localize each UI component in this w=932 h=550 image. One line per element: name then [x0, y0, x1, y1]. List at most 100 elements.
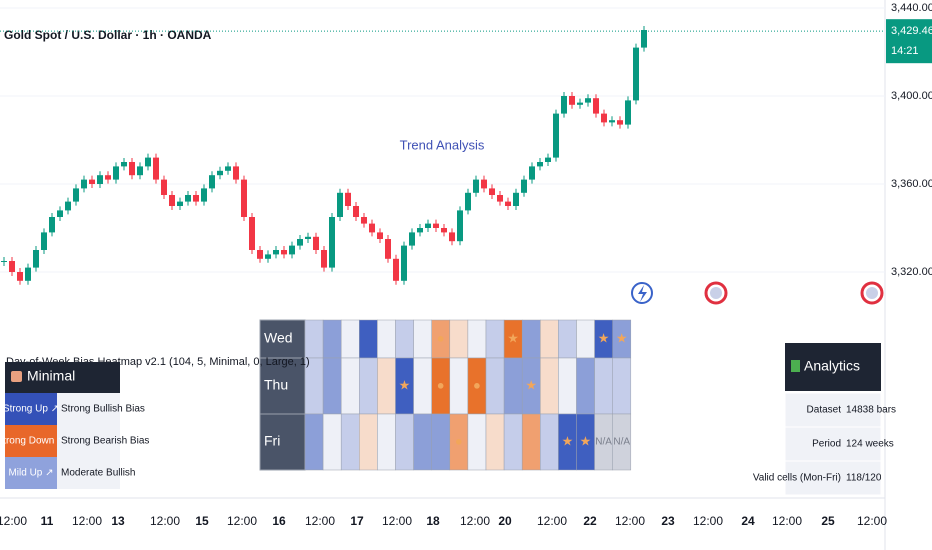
heat-cell [540, 319, 559, 359]
candle-body [41, 232, 47, 250]
analytics-header [785, 343, 881, 391]
time-tick-label: 25 [821, 514, 835, 528]
candle-body [409, 232, 415, 246]
candle-body [273, 250, 279, 255]
heat-cell [340, 357, 360, 415]
candle-body [249, 217, 255, 250]
time-tick-label: 12:00 [0, 514, 27, 528]
analytics-row [784, 460, 882, 496]
candle-body [25, 267, 31, 281]
candle-body [17, 272, 23, 281]
candle-body [289, 245, 295, 255]
candle-body [393, 258, 399, 281]
heat-cell [449, 319, 469, 359]
legend-swatch [5, 425, 57, 457]
legend-row [57, 393, 120, 425]
candle-body [401, 245, 407, 281]
heat-cell [322, 319, 342, 359]
heat-cell [576, 319, 595, 359]
candle-body [433, 223, 439, 228]
candle-body [129, 162, 135, 176]
time-tick-label: 12:00 [150, 514, 180, 528]
analytics-icon [791, 360, 800, 372]
lightning [638, 285, 647, 302]
candle-body [345, 192, 351, 206]
heat-cell [540, 413, 559, 471]
candle-body [65, 201, 71, 211]
cell-mark: N/A [613, 437, 630, 448]
legend-header [5, 362, 120, 393]
candle-body [313, 236, 319, 250]
heat-cell [540, 357, 559, 415]
time-tick-label: 16 [272, 514, 286, 528]
time-tick-label: 17 [350, 514, 364, 528]
heat-cell [485, 357, 505, 415]
heat-cell [359, 357, 378, 415]
time-tick-label: 12:00 [537, 514, 567, 528]
day-label: Wed [264, 330, 293, 346]
candle-body [177, 201, 183, 206]
heat-cell [612, 357, 632, 415]
time-tick-label: 12:00 [72, 514, 102, 528]
candle-body [49, 217, 55, 233]
candle-body [1, 261, 7, 262]
time-tick-label: 24 [741, 514, 755, 528]
time-tick-label: 20 [498, 514, 512, 528]
time-tick-label: 13 [111, 514, 125, 528]
time-tick-label: 22 [583, 514, 597, 528]
analytics-title: Analytics [804, 358, 860, 374]
price-tick-label: 3,400.000 [891, 90, 932, 102]
legend-row [57, 457, 120, 489]
price-tick-label: 3,320.000 [891, 266, 932, 278]
candle-body [417, 228, 423, 233]
candle-body [361, 217, 367, 224]
cell-mark: ★ [598, 330, 610, 345]
heat-cell [359, 319, 378, 359]
legend-description: Strong Bullish Bias [61, 404, 145, 415]
candle-body [257, 250, 263, 259]
heat-cell [413, 319, 432, 359]
cell-mark: ★ [525, 377, 537, 392]
heat-cell [359, 413, 378, 471]
candle-body [73, 188, 79, 202]
legend-row [57, 425, 120, 457]
candle-body [625, 100, 631, 125]
candle-body [169, 195, 175, 206]
candle-body [265, 254, 271, 259]
candle-body [225, 166, 231, 171]
analytics-value: 124 weeks [846, 439, 894, 450]
analytics-key: Valid cells (Mon-Fri) [753, 473, 841, 484]
heat-cell [304, 319, 324, 359]
candle-body [57, 210, 63, 217]
heat-cell [594, 357, 613, 415]
candle-body [369, 223, 375, 233]
cell-mark: ● [437, 377, 445, 392]
candle-body [321, 250, 327, 268]
cell-mark: ★ [562, 433, 574, 448]
cell-mark: N/A [595, 437, 612, 448]
heat-cell [521, 319, 541, 359]
time-tick-label: 12:00 [305, 514, 335, 528]
candle-body [113, 166, 119, 180]
cell-mark: ★ [399, 377, 411, 392]
candle-body [521, 179, 527, 193]
candle-body [641, 30, 647, 48]
cell-mark: ★ [616, 330, 628, 345]
heat-cell [485, 413, 505, 471]
legend-title: Minimal [27, 368, 75, 384]
candle-body [217, 170, 223, 176]
analytics-key: Dataset [807, 405, 842, 416]
candle-body [33, 250, 39, 268]
candle-body [593, 98, 599, 114]
candle-body [537, 162, 543, 167]
candle-body [161, 179, 167, 195]
heat-cell [340, 413, 360, 471]
candle-body [425, 223, 431, 228]
candle-body [153, 157, 159, 180]
time-tick-label: 18 [426, 514, 440, 528]
candle-body [9, 261, 15, 272]
day-cell [259, 319, 306, 359]
legend-description: Moderate Bullish [61, 468, 135, 479]
time-tick-label: 12:00 [772, 514, 802, 528]
